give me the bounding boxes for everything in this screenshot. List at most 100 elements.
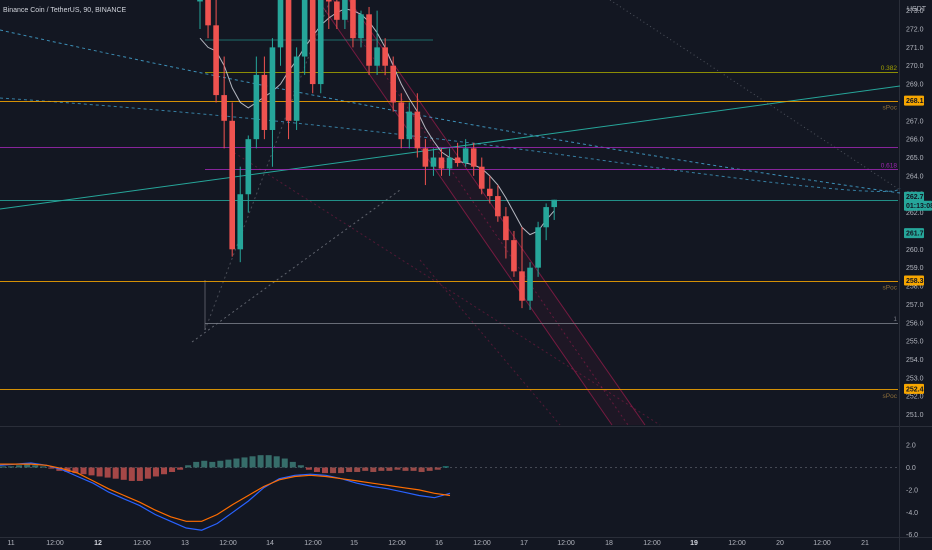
candle-body [503, 216, 509, 241]
price-tag-bg [904, 95, 924, 106]
candle[interactable] [527, 262, 533, 310]
price-tag[interactable]: 261.7 [904, 228, 924, 239]
price-tick-label: 254.0 [906, 357, 924, 364]
candle[interactable] [205, 0, 211, 39]
macd-histogram-bar [80, 467, 87, 475]
price-tick-label: 251.0 [906, 412, 924, 419]
candle[interactable] [535, 221, 541, 277]
macd-histogram-bar [410, 467, 417, 471]
macd-histogram-bar [233, 458, 240, 468]
candle[interactable] [551, 199, 557, 220]
candle[interactable] [478, 157, 485, 195]
candle[interactable] [406, 102, 413, 149]
macd-histogram-bar [136, 467, 143, 481]
candle[interactable] [470, 142, 477, 176]
channel-fib-line [229, 149, 661, 426]
macd-histogram-bar [418, 467, 425, 472]
price-tag[interactable]: 252.4 [904, 383, 924, 394]
price-tick-label: 273.0 [906, 8, 924, 15]
candle[interactable] [261, 56, 268, 140]
candle[interactable] [414, 93, 421, 158]
falling-dashed-trendline [0, 97, 901, 192]
candle[interactable] [269, 38, 276, 167]
candle[interactable] [221, 56, 227, 149]
candle[interactable] [446, 148, 453, 176]
candle[interactable] [422, 139, 429, 186]
price-tag[interactable]: 258.3 [904, 275, 924, 286]
price-tag[interactable]: 268.1 [904, 95, 924, 106]
candle[interactable] [430, 148, 437, 176]
macd-histogram-bar [169, 467, 176, 472]
macd-histogram-bar [16, 465, 23, 468]
macd-tick-label: -6.0 [906, 532, 918, 539]
candle[interactable] [293, 47, 300, 130]
price-axis[interactable]: 251.0 252.0 253.0 254.0 255.0 256.0 257.0 258.0… [904, 8, 932, 539]
candle[interactable] [495, 185, 501, 222]
macd-line [0, 462, 451, 531]
chart-title: Binance Coin / TetherUS, 90, BINANCE [3, 7, 127, 14]
macd-histogram-bar [265, 455, 272, 468]
candle[interactable] [382, 38, 388, 75]
candle[interactable] [301, 0, 308, 75]
candle[interactable] [390, 56, 396, 112]
candle-body [285, 0, 292, 121]
macd-pane[interactable] [0, 455, 898, 531]
falling-dashed-trendline [0, 29, 901, 194]
candle[interactable] [366, 6, 372, 75]
macd-histogram-bar [185, 465, 192, 468]
price-tick-label: 257.0 [906, 302, 924, 309]
candle[interactable] [213, 0, 219, 103]
candle[interactable] [317, 0, 324, 94]
candle[interactable] [454, 142, 461, 167]
candle-body [511, 240, 517, 272]
candle[interactable] [342, 0, 348, 29]
price-tick-label: 271.0 [906, 45, 924, 52]
candle-body [462, 148, 469, 164]
candle[interactable] [350, 0, 356, 48]
time-tick-label: 12:00 [643, 540, 661, 547]
price-tag[interactable]: 262.7 [904, 191, 924, 202]
macd-histogram-bar [434, 467, 441, 470]
candle-body [454, 157, 461, 164]
dotted-trendline [609, 0, 901, 191]
candle[interactable] [277, 0, 284, 66]
macd-histogram-bar [322, 467, 328, 474]
level-label: 0.382 [881, 65, 898, 72]
candle[interactable] [374, 10, 380, 75]
macd-histogram-bar [32, 465, 39, 468]
level-label: 1 [893, 316, 897, 323]
candle[interactable] [197, 0, 203, 29]
candle[interactable] [519, 227, 525, 309]
macd-histogram-bar [152, 467, 159, 477]
candle[interactable] [503, 207, 509, 259]
price-tag-label: 252.4 [906, 386, 924, 393]
macd-histogram-bar [209, 461, 216, 468]
candle[interactable] [285, 0, 292, 140]
candle[interactable] [334, 0, 340, 29]
price-tag[interactable]: 01:13:08 [904, 200, 932, 211]
candle[interactable] [511, 230, 517, 277]
candle-body [229, 120, 235, 250]
time-axis[interactable]: 11 12:00 12 12:00 13 12:00 14 12:00 15 12:00 16 12:… [7, 540, 869, 547]
candle[interactable] [543, 203, 549, 241]
candle-body [382, 47, 388, 66]
candle-body [487, 188, 493, 197]
candles[interactable] [197, 0, 557, 310]
candle[interactable] [245, 135, 252, 213]
candle[interactable] [398, 93, 405, 149]
time-tick-label: 15 [350, 540, 358, 547]
time-tick-label: 12:00 [388, 540, 406, 547]
macd-histogram-bar [225, 459, 232, 468]
candle[interactable] [462, 139, 469, 167]
candle[interactable] [438, 148, 445, 176]
macd-tick-label: -2.0 [906, 487, 918, 494]
candle[interactable] [309, 0, 316, 94]
candle[interactable] [229, 102, 235, 257]
candle[interactable] [253, 56, 260, 149]
candle[interactable] [326, 0, 332, 29]
candle[interactable] [358, 10, 364, 48]
candle[interactable] [237, 166, 244, 263]
candle[interactable] [487, 175, 493, 204]
